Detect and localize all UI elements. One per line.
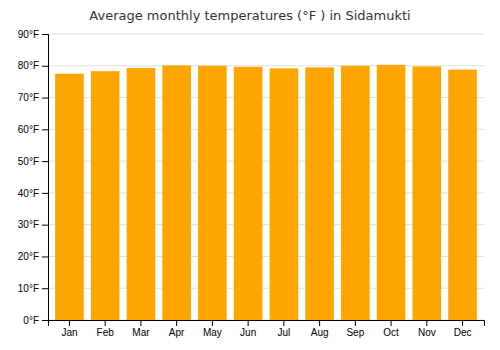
y-tick: 80°F: [18, 60, 48, 71]
y-tick: 90°F: [18, 29, 48, 40]
y-tick-mark: [42, 34, 48, 35]
y-tick-label: 80°F: [18, 60, 39, 71]
bar: [127, 68, 156, 320]
y-tick-mark: [42, 288, 48, 289]
y-tick-label: 50°F: [18, 156, 39, 167]
bar: [377, 65, 406, 320]
bar: [270, 68, 299, 320]
x-tick-mark: [355, 320, 356, 326]
bar: [305, 67, 334, 320]
y-tick-mark: [42, 225, 48, 226]
x-tick: Oct: [383, 320, 399, 338]
y-tick-mark: [42, 320, 48, 321]
x-tick-label: Feb: [97, 327, 115, 338]
x-tick-label: May: [203, 327, 222, 338]
x-tick: Apr: [169, 320, 185, 338]
x-tick-mark: [426, 320, 427, 326]
x-tick-label: Mar: [132, 327, 150, 338]
y-tick-label: 90°F: [18, 29, 39, 40]
chart-container: Average monthly temperatures (°F ) in Si…: [0, 0, 500, 350]
x-tick: Jan: [61, 320, 77, 338]
x-tick-mark: [105, 320, 106, 326]
y-axis: 0°F 10°F 20°F 30°F 40°F 50°F 60°F 70°F 80°F 90°F: [18, 29, 49, 326]
x-tick: May: [203, 320, 222, 338]
y-tick: 10°F: [18, 283, 48, 294]
bar: [413, 66, 442, 320]
chart-svg: Average monthly temperatures (°F ) in Si…: [0, 0, 500, 350]
bar: [448, 70, 477, 320]
chart-title: Average monthly temperatures (°F ) in Si…: [89, 8, 410, 23]
x-tick: Jul: [277, 320, 290, 338]
grid-line: [48, 34, 484, 35]
y-tick-label: 70°F: [18, 92, 39, 103]
x-tick-mark: [248, 320, 249, 326]
x-axis: Jan Feb Mar Apr May Jun Jul Aug Sep Oct Nov Dec: [49, 320, 485, 338]
x-tick-label: Jul: [277, 327, 290, 338]
x-tick-label: Nov: [418, 327, 436, 338]
x-tick-label: Apr: [169, 327, 185, 338]
bar: [162, 65, 191, 320]
x-tick-label: Oct: [383, 327, 399, 338]
x-tick-mark: [69, 320, 70, 326]
x-tick-label: Jan: [61, 327, 77, 338]
y-tick-mark: [42, 98, 48, 99]
y-tick-label: 10°F: [18, 283, 39, 294]
x-tick: Mar: [132, 320, 150, 338]
x-tick: Sep: [346, 320, 364, 338]
bar: [198, 66, 227, 320]
x-tick-mark: [212, 320, 213, 326]
y-tick-mark: [42, 129, 48, 130]
y-tick: 0°F: [23, 315, 48, 326]
bar: [341, 66, 370, 320]
y-tick: 40°F: [18, 188, 48, 199]
y-tick-mark: [42, 256, 48, 257]
bar: [55, 74, 84, 320]
x-tick-mark: [283, 320, 284, 326]
x-tick-mark: [176, 320, 177, 326]
x-tick-label: Dec: [454, 327, 472, 338]
bars: [55, 65, 477, 320]
y-tick: 20°F: [18, 251, 48, 262]
y-tick-label: 0°F: [23, 315, 39, 326]
x-tick-label: Sep: [346, 327, 364, 338]
y-tick-label: 30°F: [18, 219, 39, 230]
y-tick: 70°F: [18, 92, 48, 103]
plot-area: 0°F 10°F 20°F 30°F 40°F 50°F 60°F 70°F 80°F 90°F J…: [18, 29, 485, 338]
x-tick-mark: [140, 320, 141, 326]
y-tick-label: 20°F: [18, 251, 39, 262]
x-axis-line: [49, 321, 485, 327]
x-tick: Nov: [418, 320, 436, 338]
grid: [48, 34, 484, 320]
x-tick-mark: [462, 320, 463, 326]
x-tick-mark: [391, 320, 392, 326]
x-tick-label: Jun: [240, 327, 256, 338]
y-tick: 30°F: [18, 219, 48, 230]
y-tick: 60°F: [18, 124, 48, 135]
y-axis-line: [42, 35, 49, 321]
y-tick-label: 60°F: [18, 124, 39, 135]
x-tick: Jun: [240, 320, 256, 338]
x-tick-mark: [319, 320, 320, 326]
y-tick-mark: [42, 193, 48, 194]
x-tick: Aug: [311, 320, 329, 338]
y-tick-mark: [42, 161, 48, 162]
x-tick: Dec: [454, 320, 472, 338]
x-tick: Feb: [97, 320, 115, 338]
x-tick-label: Aug: [311, 327, 329, 338]
grid-line: [48, 65, 484, 66]
y-tick: 50°F: [18, 156, 48, 167]
y-tick-label: 40°F: [18, 188, 39, 199]
bar: [91, 71, 120, 320]
bar: [234, 67, 263, 320]
y-tick-mark: [42, 66, 48, 67]
